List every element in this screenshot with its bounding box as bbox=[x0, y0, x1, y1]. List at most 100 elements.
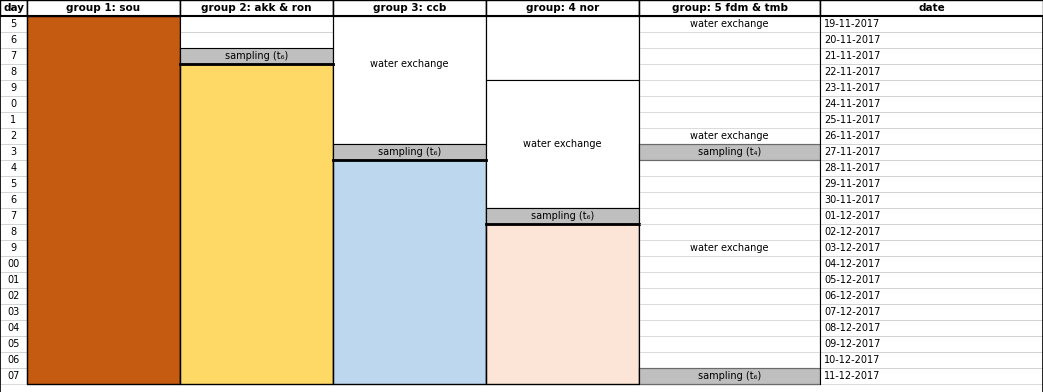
Bar bbox=[639, 16, 820, 384]
Text: 28-11-2017: 28-11-2017 bbox=[824, 163, 880, 173]
Bar bbox=[0, 16, 27, 32]
Bar bbox=[820, 32, 1043, 48]
Text: 27-11-2017: 27-11-2017 bbox=[824, 147, 880, 157]
Text: 01: 01 bbox=[7, 275, 20, 285]
Bar bbox=[639, 0, 820, 16]
Text: 7: 7 bbox=[10, 51, 17, 61]
Bar bbox=[333, 160, 486, 384]
Bar bbox=[0, 320, 27, 336]
Text: 24-11-2017: 24-11-2017 bbox=[824, 99, 880, 109]
Text: 5: 5 bbox=[10, 179, 17, 189]
Text: 29-11-2017: 29-11-2017 bbox=[824, 179, 880, 189]
Text: 4: 4 bbox=[10, 163, 17, 173]
Bar bbox=[0, 272, 27, 288]
Bar bbox=[820, 64, 1043, 80]
Text: 7: 7 bbox=[10, 211, 17, 221]
Bar bbox=[0, 128, 27, 144]
Bar bbox=[333, 16, 486, 144]
Text: 02-12-2017: 02-12-2017 bbox=[824, 227, 880, 237]
Bar bbox=[0, 304, 27, 320]
Bar bbox=[180, 0, 333, 16]
Bar bbox=[820, 288, 1043, 304]
Bar bbox=[0, 64, 27, 80]
Text: 06: 06 bbox=[7, 355, 20, 365]
Text: water exchange: water exchange bbox=[690, 243, 769, 253]
Text: 04-12-2017: 04-12-2017 bbox=[824, 259, 880, 269]
Text: sampling (t₄): sampling (t₄) bbox=[698, 147, 761, 157]
Bar bbox=[0, 32, 27, 48]
Text: 1: 1 bbox=[10, 115, 17, 125]
Bar bbox=[820, 160, 1043, 176]
Text: 9: 9 bbox=[10, 83, 17, 93]
Bar bbox=[180, 16, 333, 32]
Bar bbox=[333, 0, 486, 16]
Text: 04: 04 bbox=[7, 323, 20, 333]
Text: 03-12-2017: 03-12-2017 bbox=[824, 243, 880, 253]
Text: 02: 02 bbox=[7, 291, 20, 301]
Bar bbox=[486, 0, 639, 16]
Bar bbox=[0, 80, 27, 96]
Bar bbox=[486, 208, 639, 224]
Bar bbox=[0, 0, 27, 16]
Text: 09-12-2017: 09-12-2017 bbox=[824, 339, 880, 349]
Text: sampling (t₆): sampling (t₆) bbox=[698, 371, 761, 381]
Bar bbox=[0, 192, 27, 208]
Text: group 1: sou: group 1: sou bbox=[67, 3, 141, 13]
Bar bbox=[0, 224, 27, 240]
Bar bbox=[0, 336, 27, 352]
Bar bbox=[820, 320, 1043, 336]
Text: 2: 2 bbox=[10, 131, 17, 141]
Text: 8: 8 bbox=[10, 227, 17, 237]
Text: group 3: ccb: group 3: ccb bbox=[372, 3, 446, 13]
Bar bbox=[180, 48, 333, 64]
Text: 3: 3 bbox=[10, 147, 17, 157]
Text: date: date bbox=[918, 3, 945, 13]
Bar bbox=[486, 16, 639, 80]
Bar bbox=[820, 272, 1043, 288]
Bar bbox=[820, 240, 1043, 256]
Text: 20-11-2017: 20-11-2017 bbox=[824, 35, 880, 45]
Text: 0: 0 bbox=[10, 99, 17, 109]
Text: 08-12-2017: 08-12-2017 bbox=[824, 323, 880, 333]
Text: 11-12-2017: 11-12-2017 bbox=[824, 371, 880, 381]
Text: water exchange: water exchange bbox=[690, 131, 769, 141]
Bar bbox=[820, 352, 1043, 368]
Bar bbox=[820, 112, 1043, 128]
Text: 26-11-2017: 26-11-2017 bbox=[824, 131, 880, 141]
Bar bbox=[27, 16, 180, 384]
Text: 23-11-2017: 23-11-2017 bbox=[824, 83, 880, 93]
Bar bbox=[486, 224, 639, 384]
Bar bbox=[820, 368, 1043, 384]
Text: water exchange: water exchange bbox=[690, 19, 769, 29]
Bar bbox=[820, 16, 1043, 32]
Bar bbox=[27, 0, 180, 16]
Text: 5: 5 bbox=[10, 19, 17, 29]
Text: 6: 6 bbox=[10, 35, 17, 45]
Text: 25-11-2017: 25-11-2017 bbox=[824, 115, 880, 125]
Bar bbox=[820, 224, 1043, 240]
Bar bbox=[820, 176, 1043, 192]
Bar bbox=[820, 192, 1043, 208]
Text: 00: 00 bbox=[7, 259, 20, 269]
Text: group: 4 nor: group: 4 nor bbox=[526, 3, 599, 13]
Text: sampling (t₆): sampling (t₆) bbox=[531, 211, 595, 221]
Bar bbox=[820, 96, 1043, 112]
Bar bbox=[333, 144, 486, 160]
Bar bbox=[0, 352, 27, 368]
Bar bbox=[0, 176, 27, 192]
Text: 05: 05 bbox=[7, 339, 20, 349]
Text: 03: 03 bbox=[7, 307, 20, 317]
Text: water exchange: water exchange bbox=[370, 59, 448, 69]
Text: 10-12-2017: 10-12-2017 bbox=[824, 355, 880, 365]
Text: 21-11-2017: 21-11-2017 bbox=[824, 51, 880, 61]
Text: 06-12-2017: 06-12-2017 bbox=[824, 291, 880, 301]
Bar bbox=[820, 304, 1043, 320]
Bar bbox=[0, 144, 27, 160]
Text: 22-11-2017: 22-11-2017 bbox=[824, 67, 880, 77]
Text: group: 5 fdm & tmb: group: 5 fdm & tmb bbox=[672, 3, 787, 13]
Bar bbox=[0, 96, 27, 112]
Text: 01-12-2017: 01-12-2017 bbox=[824, 211, 880, 221]
Text: 9: 9 bbox=[10, 243, 17, 253]
Text: 07: 07 bbox=[7, 371, 20, 381]
Bar bbox=[0, 208, 27, 224]
